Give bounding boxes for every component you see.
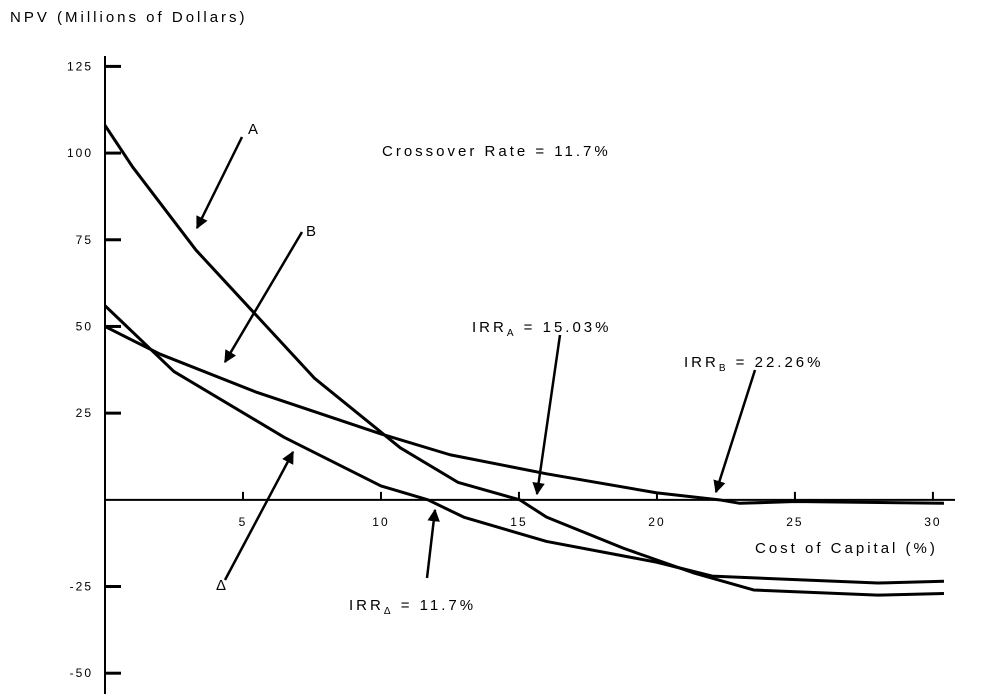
arrow <box>532 334 562 496</box>
x-tick-label: 30 <box>924 515 941 529</box>
annotation: IRRΔ = 11.7% <box>349 597 476 617</box>
y-tick-label: 50 <box>76 319 93 333</box>
y-tick-label: -25 <box>70 580 93 594</box>
arrow <box>223 231 304 364</box>
y-tick-label: 125 <box>67 59 93 73</box>
y-tick-label: -50 <box>70 666 93 680</box>
arrow <box>713 369 757 494</box>
x-tick-label: 15 <box>510 515 527 529</box>
x-tick-label: 5 <box>239 515 248 529</box>
x-tick-label: 25 <box>786 515 803 529</box>
arrows <box>195 136 757 581</box>
annotation: IRRB = 22.26% <box>684 354 823 374</box>
y-tick-label: 25 <box>76 406 93 420</box>
series-line <box>103 124 945 597</box>
x-tick-label: 10 <box>372 515 389 529</box>
y-tick-label: 75 <box>76 233 93 247</box>
y-tick-label: 100 <box>67 146 93 160</box>
series-label: Δ <box>216 577 229 594</box>
y-axis-label: NPV (Millions of Dollars) <box>10 9 248 26</box>
arrow <box>195 136 244 230</box>
x-tick-label: 20 <box>648 515 665 529</box>
series-label: B <box>306 223 319 240</box>
annotation: Crossover Rate = 11.7% <box>382 143 611 160</box>
series-line <box>103 304 945 585</box>
x-axis-label: Cost of Capital (%) <box>755 540 938 557</box>
series-line <box>104 325 944 505</box>
annotation: IRRA = 15.03% <box>472 319 611 339</box>
series-label: A <box>248 121 261 138</box>
arrow <box>223 450 295 581</box>
arrow <box>425 508 440 579</box>
